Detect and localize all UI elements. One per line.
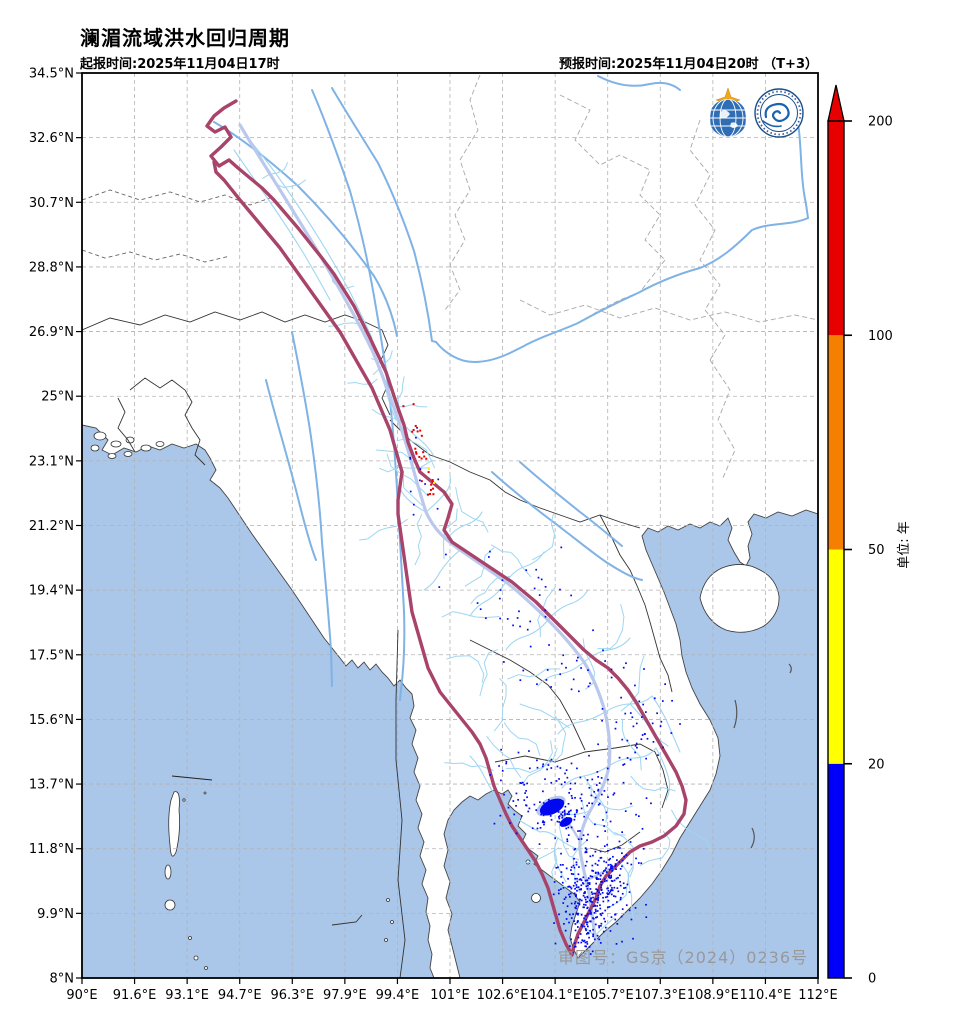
y-tick-label: 15.6°N <box>29 713 74 728</box>
country-borders <box>82 311 673 978</box>
flood-points <box>402 403 681 955</box>
y-tick-label: 13.7°N <box>29 778 74 793</box>
y-tick-label: 30.7°N <box>29 196 74 211</box>
x-tick-label: 110.4°E <box>739 988 791 1003</box>
x-tick-label: 107.3°E <box>634 988 686 1003</box>
y-tick-label: 19.4°N <box>29 584 74 599</box>
y-tick-label: 32.6°N <box>29 131 74 146</box>
cma-logo <box>754 88 804 138</box>
x-tick-label: 91.6°E <box>113 988 157 1003</box>
islands <box>90 431 780 970</box>
y-tick-label: 8°N <box>50 972 75 987</box>
nine-dash-line <box>733 663 792 849</box>
sea-border-line <box>171 775 213 781</box>
axes: 34.5°N 32.6°N 30.7°N 28.8°N 26.9°N 25°N 23.1°N… <box>29 67 838 1004</box>
hainan-island <box>699 564 780 633</box>
x-tick-label: 105.7°E <box>582 988 634 1003</box>
forecast-time-label: 预报时间:2025年11月04日20时 （T+3） <box>559 57 818 72</box>
y-tick-label: 23.1°N <box>29 454 74 469</box>
y-tick-label: 34.5°N <box>29 67 74 82</box>
x-tick-label: 104.1°E <box>529 988 581 1003</box>
salween-river <box>311 89 406 701</box>
major-rivers <box>213 75 809 701</box>
x-tick-label: 101°E <box>430 988 470 1003</box>
jinsha-river <box>331 87 437 343</box>
irrawaddy-river <box>291 331 333 687</box>
y-tick-label: 28.8°N <box>29 260 74 275</box>
colorbar-tick-label: 200 <box>868 115 893 130</box>
x-tick-label: 94.7°E <box>218 988 262 1003</box>
andaman-islands <box>168 791 180 857</box>
x-tick-label: 108.9°E <box>687 988 739 1003</box>
x-tick-label: 97.9°E <box>323 988 367 1003</box>
x-tick-label: 90°E <box>66 988 97 1003</box>
y-tick-label: 25°N <box>41 390 74 405</box>
x-tick-label: 112°E <box>798 988 838 1003</box>
colorbar-arrow <box>827 84 845 122</box>
colorbar-tick-label: 20 <box>868 757 885 772</box>
y-tick-label: 26.9°N <box>29 325 74 340</box>
colorbar-tick-label: 100 <box>868 329 893 344</box>
province-borders <box>444 74 818 481</box>
y-tick-label: 21.2°N <box>29 519 74 534</box>
x-tick-label: 96.3°E <box>270 988 314 1003</box>
colorbar-unit-label: 单位: 年 <box>897 521 912 569</box>
colorbar: 0 20 50 100 200 单位: 年 <box>827 84 912 987</box>
red-river <box>491 471 643 581</box>
y-tick-label: 11.8°N <box>29 842 74 857</box>
x-tick-label: 99.4°E <box>376 988 420 1003</box>
y-tick-label: 9.9°N <box>37 907 74 922</box>
disputed-borders <box>82 189 271 263</box>
page-title: 澜湄流域洪水回归周期 <box>80 26 290 50</box>
y-tick-label: 17.5°N <box>29 648 74 663</box>
wmo-logo <box>708 87 748 137</box>
map-license-note: 审图号：GS京（2024）0236号 <box>558 948 808 967</box>
colorbar-tick-label: 50 <box>868 543 885 558</box>
x-tick-label: 102.6°E <box>477 988 529 1003</box>
basin-boundary <box>205 99 688 957</box>
yangtze-river <box>435 217 809 364</box>
x-tick-label: 93.1°E <box>165 988 209 1003</box>
colorbar-tick-label: 0 <box>868 972 876 987</box>
init-time-label: 起报时间:2025年11月04日17时 <box>80 57 280 72</box>
tributary-network <box>262 162 711 919</box>
